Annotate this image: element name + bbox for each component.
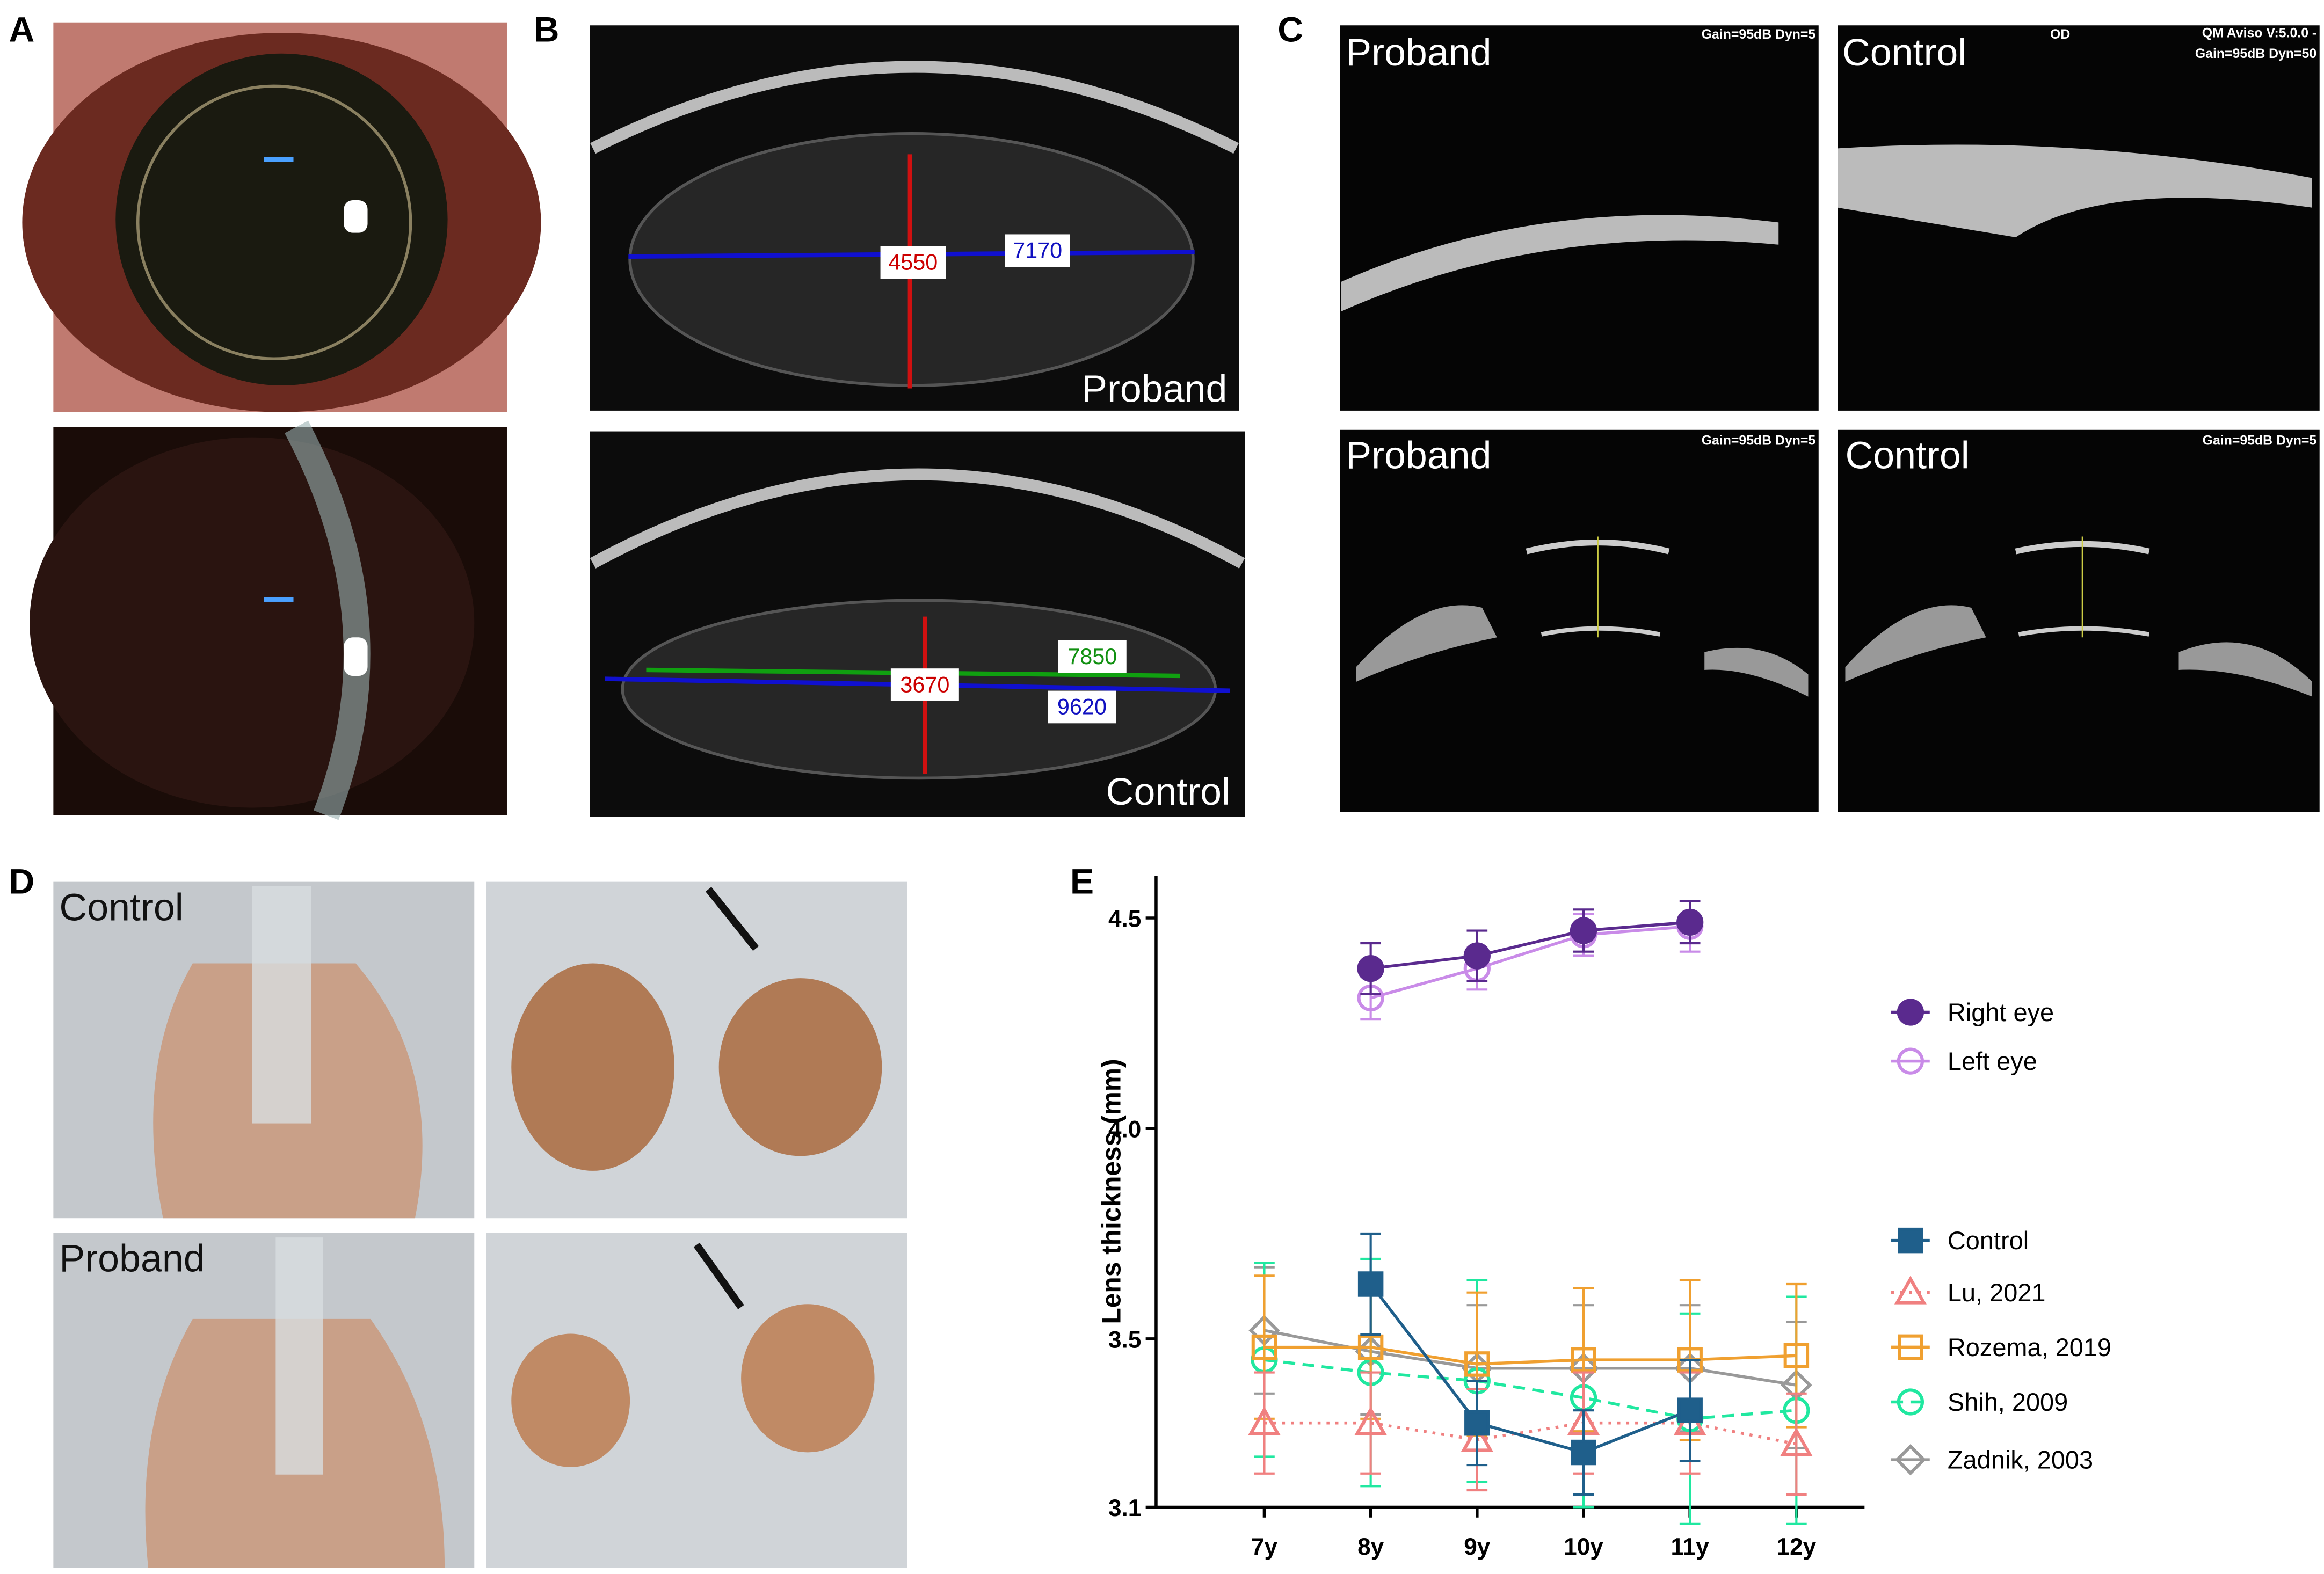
data-point	[1251, 1334, 1277, 1360]
panel-label: A	[9, 10, 35, 50]
measurement: 7170	[1013, 238, 1062, 263]
device-info: Gain=95dB Dyn=5	[1702, 27, 1816, 42]
legend-entry: Lu, 2021	[1891, 1276, 2046, 1307]
y-tick-label: 4.0	[1108, 1117, 1141, 1143]
device-info: QM Aviso V:5.0.0 -	[2202, 26, 2316, 40]
legend-label: Right eye	[1948, 999, 2054, 1026]
image-caption: Control	[1842, 31, 1966, 74]
legend-label: Lu, 2021	[1948, 1279, 2046, 1307]
photo-hand: Control	[53, 881, 475, 1219]
y-tick-label: 3.5	[1108, 1327, 1141, 1353]
image-caption: Proband	[1346, 31, 1491, 74]
data-point	[1357, 954, 1384, 982]
data-point	[1677, 1397, 1703, 1423]
legend-marker	[1898, 1227, 1923, 1254]
x-tick-label: 10y	[1564, 1534, 1603, 1560]
x-tick-label: 9y	[1464, 1534, 1491, 1560]
photo-fists	[486, 1233, 907, 1568]
data-point	[1571, 1439, 1596, 1466]
series-line	[1264, 1421, 1797, 1446]
data-point	[1357, 1334, 1384, 1360]
photo-ubm: Proband Gain=95dB Dyn=5	[1340, 25, 1819, 411]
series-line	[1369, 1283, 1691, 1454]
photo-ubm: Control OD QM Aviso V:5.0.0 - Gain=95dB …	[1838, 25, 2320, 411]
x-tick-label: 8y	[1357, 1534, 1384, 1560]
data-point	[1783, 1343, 1810, 1368]
data-point	[1676, 908, 1704, 936]
series-line	[1370, 921, 1690, 970]
legend-label: Control	[1948, 1227, 2029, 1255]
device-info: Gain=95dB Dyn=5	[1702, 433, 1816, 448]
data-point	[1464, 1410, 1490, 1436]
legend-entry: Left eye	[1891, 1047, 2037, 1075]
data-point	[1570, 917, 1597, 944]
legend-label: Shih, 2009	[1948, 1388, 2068, 1416]
legend-label: Left eye	[1948, 1047, 2037, 1075]
data-point	[1464, 1351, 1490, 1377]
panel-label: D	[9, 862, 35, 902]
legend-marker	[1894, 1276, 1927, 1305]
photo-hands	[486, 881, 907, 1219]
legend-entry: Right eye	[1891, 999, 2054, 1026]
legend-entry: Control	[1891, 1227, 2029, 1255]
y-tick-label: 4.5	[1108, 906, 1141, 932]
photo-ubm: Proband Gain=95dB Dyn=5	[1340, 429, 1819, 812]
series	[1357, 900, 1704, 995]
measurement: 4550	[888, 250, 938, 275]
legend-entry: Shih, 2009	[1891, 1388, 2068, 1416]
x-tick-label: 7y	[1251, 1534, 1278, 1560]
measurement: 9620	[1057, 695, 1107, 719]
device-info: Gain=95dB Dyn=50	[2195, 47, 2316, 61]
image-caption: Proband	[59, 1237, 205, 1280]
data-point	[1463, 942, 1491, 970]
legend-label: Rozema, 2019	[1948, 1333, 2111, 1361]
error-bar	[1786, 1392, 1807, 1496]
photo-oct-control: 7850 3670 9620 Control	[590, 431, 1245, 817]
device-info: OD	[2050, 27, 2070, 42]
photo-eye-bottom	[30, 420, 507, 820]
legend-marker	[1897, 999, 1924, 1026]
error-bar	[1360, 1371, 1381, 1475]
legend-entry: Zadnik, 2003	[1891, 1444, 2093, 1476]
series-line	[1264, 1345, 1797, 1366]
device-info: Gain=95dB Dyn=5	[2203, 433, 2317, 448]
image-caption: Control	[59, 886, 183, 929]
data-point	[1780, 1427, 1813, 1456]
image-caption: Control	[1845, 434, 1969, 477]
legend-marker	[1898, 1334, 1923, 1360]
x-tick-label: 12y	[1777, 1534, 1817, 1560]
photo-oct-proband: 4550 7170 Proband	[590, 25, 1239, 411]
panel-label: B	[534, 10, 560, 50]
line-chart: 3.1 3.5 4.0 4.5 7y 8y 9y 10y 11y 12y Right eye Left…	[1108, 876, 2111, 1560]
data-point	[1354, 1406, 1387, 1435]
legend-marker	[1897, 1047, 1924, 1075]
photo-hand: Proband	[53, 1233, 475, 1568]
measurement: 7850	[1067, 644, 1117, 669]
image-caption: Proband	[1346, 434, 1491, 477]
series-line	[1264, 1358, 1797, 1420]
photo-ubm: Control Gain=95dB Dyn=5	[1838, 429, 2320, 812]
photo-eye-top	[22, 22, 541, 412]
panel-label: C	[1277, 10, 1303, 50]
image-caption: Proband	[1081, 367, 1227, 410]
data-point	[1248, 1406, 1281, 1435]
y-tick-label: 3.1	[1108, 1495, 1141, 1521]
panel-label: E	[1070, 862, 1094, 902]
legend-entry: Rozema, 2019	[1891, 1333, 2111, 1361]
legend-marker	[1894, 1444, 1927, 1476]
series	[1357, 1232, 1703, 1496]
y-axis-label: Lens thickness (mm)	[1096, 1059, 1127, 1324]
image-caption: Control	[1106, 770, 1230, 813]
measurement: 3670	[900, 672, 949, 697]
data-point	[1571, 1347, 1596, 1373]
series-line	[1370, 924, 1690, 1000]
legend-label: Zadnik, 2003	[1948, 1446, 2093, 1474]
x-tick-label: 11y	[1671, 1534, 1710, 1560]
data-point	[1357, 1271, 1384, 1297]
legend-marker	[1897, 1388, 1924, 1416]
